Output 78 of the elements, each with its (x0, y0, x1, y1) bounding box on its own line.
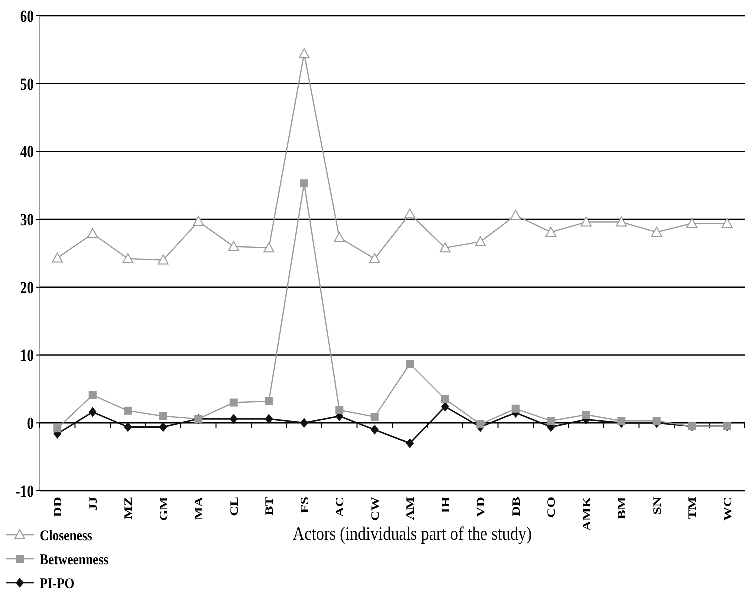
y-tick-label: 30 (20, 211, 34, 230)
point (265, 397, 274, 406)
point (300, 418, 308, 428)
x-tick-label: MZ (122, 497, 135, 520)
x-tick-label: AC (334, 497, 346, 518)
x-axis-title: Actors (individuals part of the study) (293, 522, 532, 544)
point (406, 438, 414, 448)
point (159, 412, 168, 420)
x-tick-label: IH (440, 496, 452, 514)
point (547, 417, 556, 426)
point (582, 411, 590, 419)
point (52, 252, 64, 263)
point (193, 216, 204, 226)
point (228, 241, 240, 252)
x-tick-label: GM (158, 496, 170, 522)
y-tick-label: 50 (20, 75, 34, 94)
point (406, 360, 414, 368)
point (441, 395, 450, 404)
legend-label: Closeness (40, 528, 93, 545)
y-tick-label: 40 (20, 143, 34, 162)
y-tick-label: 10 (20, 346, 34, 366)
point (124, 406, 132, 415)
point (476, 420, 485, 428)
point (54, 424, 62, 433)
point (334, 232, 346, 242)
point (580, 216, 592, 227)
point (369, 253, 380, 264)
y-tick-label: 20 (20, 279, 34, 298)
point (87, 228, 98, 238)
x-tick-label: BT (263, 496, 276, 516)
x-tick-label: BM (616, 496, 628, 520)
point (88, 407, 97, 418)
point (440, 242, 451, 253)
point (722, 218, 733, 228)
point (618, 417, 626, 426)
y-tick-label: -10 (16, 482, 34, 502)
x-tick-label: CO (545, 496, 558, 518)
point (510, 210, 522, 220)
x-tick-label: CW (369, 496, 382, 522)
point (370, 424, 379, 435)
y-tick-label: 60 (20, 8, 34, 26)
point (404, 208, 416, 219)
point (264, 242, 275, 253)
x-tick-label: MA (192, 496, 206, 520)
point (122, 253, 134, 264)
point (475, 236, 486, 246)
point (370, 413, 379, 422)
point (124, 422, 132, 432)
legend-label: PI-PO (40, 576, 75, 593)
x-tick-label: DB (510, 496, 522, 516)
x-tick-label: JJ (87, 497, 100, 511)
x-tick-label: VD (474, 497, 488, 518)
point (512, 404, 520, 413)
x-tick-label: AMK (580, 496, 593, 532)
x-tick-label: AM (404, 496, 417, 520)
point (686, 218, 698, 228)
point (159, 422, 168, 432)
point (298, 48, 310, 58)
x-tick-label: SN (651, 497, 664, 515)
x-tick-label: TM (686, 496, 699, 520)
point (300, 180, 308, 188)
legend-label: Betweenness (40, 552, 110, 569)
y-tick-label: 0 (27, 414, 34, 434)
point (651, 226, 662, 237)
point (88, 391, 97, 400)
x-tick-label: WC (722, 497, 734, 522)
point (265, 414, 274, 424)
point (230, 414, 238, 424)
point (441, 402, 450, 412)
point (652, 417, 661, 426)
x-tick-label: DD (52, 497, 64, 518)
point (158, 254, 169, 265)
point (336, 406, 344, 414)
x-tick-label: CL (228, 497, 240, 516)
point (616, 216, 628, 227)
point (230, 398, 238, 407)
point (546, 226, 557, 237)
x-tick-label: FS (298, 497, 311, 514)
